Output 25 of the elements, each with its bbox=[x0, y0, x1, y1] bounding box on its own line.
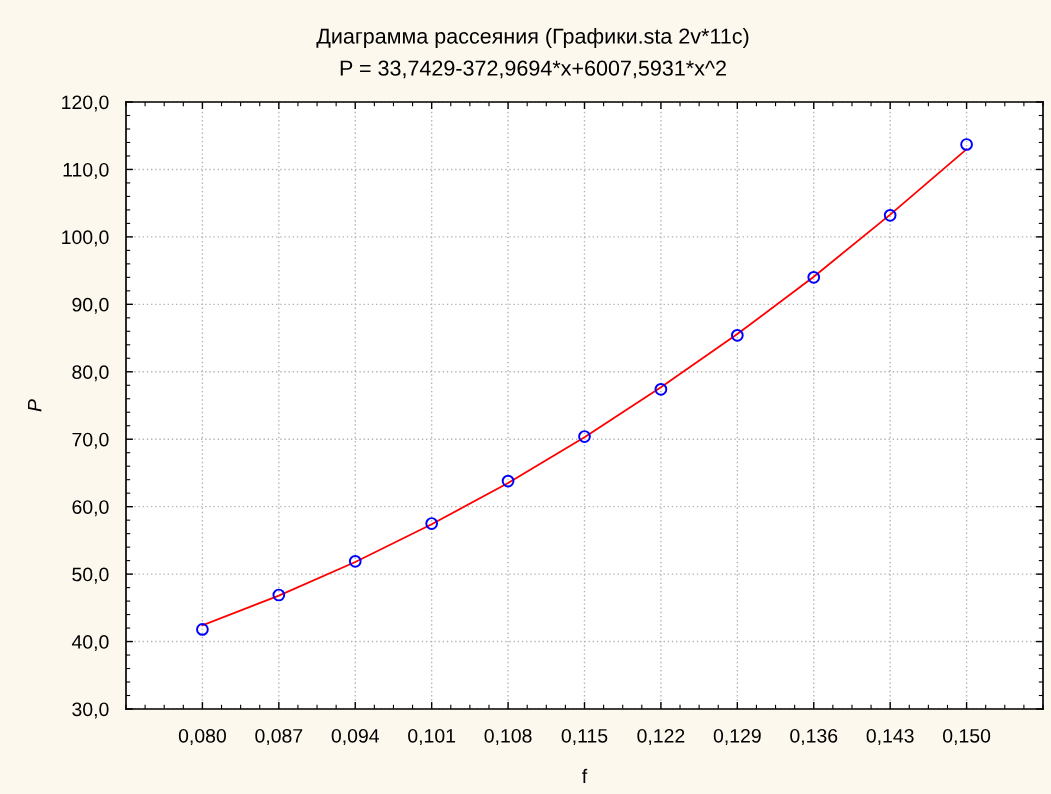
y-tick-label: 40,0 bbox=[71, 635, 109, 652]
y-tick-label: 60,0 bbox=[72, 500, 109, 517]
y-tick-label: 100,0 bbox=[62, 230, 109, 247]
x-tick-label: 0,143 bbox=[866, 728, 914, 746]
x-axis-title: f bbox=[582, 768, 588, 783]
x-tick-label: 0,094 bbox=[331, 728, 380, 746]
y-tick-label: 30,0 bbox=[72, 702, 109, 719]
x-tick-label: 0,108 bbox=[484, 728, 532, 746]
x-tick-label: 0,129 bbox=[713, 728, 761, 746]
chart-subtitle: P = 33,7429-372,9694*x+6007,5931*x^2 bbox=[340, 60, 726, 79]
x-tick-label: 0,080 bbox=[178, 728, 226, 746]
y-tick-label: 120,0 bbox=[62, 95, 109, 112]
x-tick-label: 0,087 bbox=[255, 728, 303, 746]
x-tick-label: 0,101 bbox=[408, 728, 456, 746]
y-axis-title: P bbox=[27, 399, 42, 412]
y-tick-label: 90,0 bbox=[72, 297, 109, 314]
x-tick-label: 0,115 bbox=[561, 728, 608, 746]
y-tick-label: 70,0 bbox=[72, 432, 109, 449]
y-tick-label: 110,0 bbox=[63, 162, 109, 179]
y-tick-label: 50,0 bbox=[72, 567, 109, 584]
x-tick-label: 0,136 bbox=[790, 728, 838, 746]
x-tick-label: 0,122 bbox=[637, 728, 685, 746]
y-tick-label: 80,0 bbox=[72, 365, 109, 382]
x-tick-label: 0,150 bbox=[943, 728, 991, 746]
chart-title: Диаграмма рассеяния (Графики.sta 2v*11c) bbox=[316, 27, 749, 49]
